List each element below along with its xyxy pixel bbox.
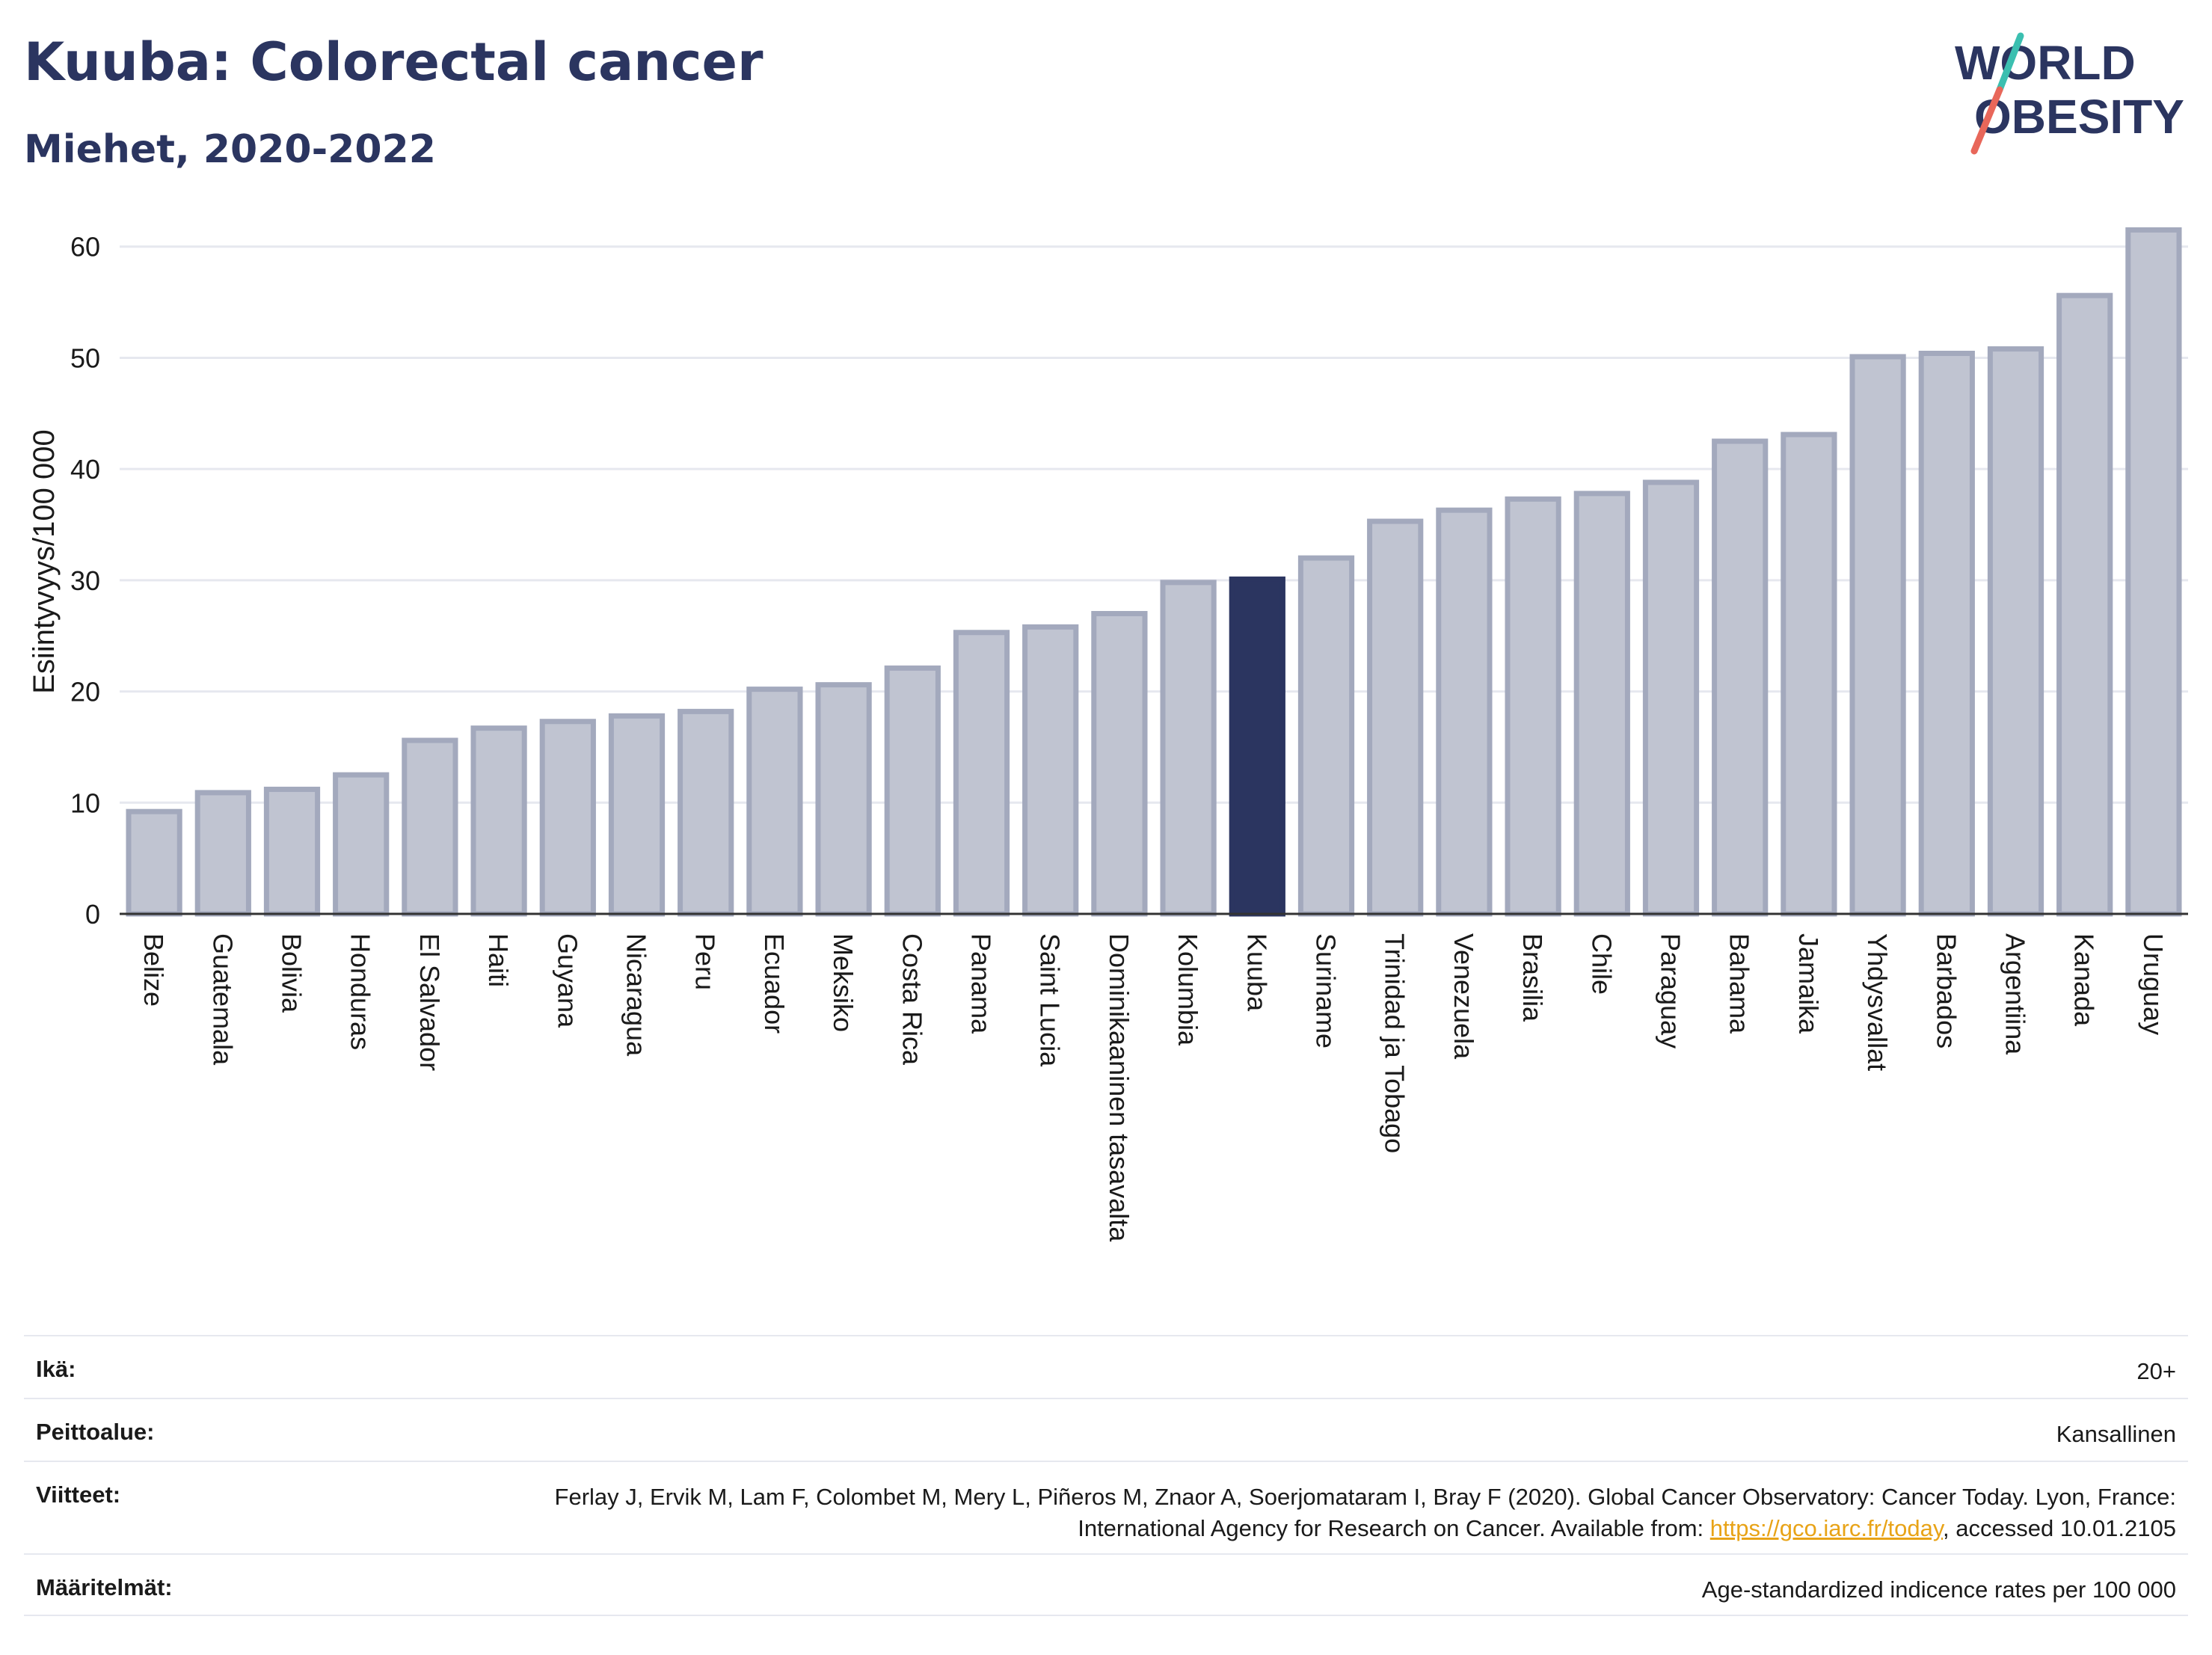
bar-kolumbia[interactable] <box>1160 580 1217 917</box>
x-tick-label: Trinidad ja Tobago <box>1380 933 1410 1153</box>
meta-label-coverage: Peittoalue: <box>36 1419 155 1445</box>
x-tick-label: Peru <box>690 933 721 990</box>
bar-el-salvador[interactable] <box>402 737 458 917</box>
y-axis-ticks: 0 10 20 30 40 50 60 <box>70 232 100 930</box>
x-tick-label: Uruguay <box>2138 933 2169 1035</box>
logo-slash-teal <box>1996 32 2024 93</box>
meta-row-coverage: Peittoalue: Kansallinen <box>24 1398 2188 1461</box>
x-tick-label: Jamaika <box>1793 933 1824 1034</box>
y-tick-label: 40 <box>70 454 100 485</box>
bar-argentiina[interactable] <box>1987 346 2044 917</box>
x-tick-label: Haiti <box>483 933 514 987</box>
bar-honduras[interactable] <box>333 772 390 917</box>
x-tick-label: Honduras <box>345 933 376 1050</box>
bar-jamaika[interactable] <box>1781 432 1837 917</box>
x-tick-label: Kolumbia <box>1173 933 1203 1046</box>
bar-guatemala[interactable] <box>194 790 251 917</box>
meta-row-references: Viitteet: Ferlay J, Ervik M, Lam F, Colo… <box>24 1461 2188 1553</box>
bar-uruguay[interactable] <box>2125 227 2182 917</box>
x-tick-label: Ecuador <box>759 933 790 1034</box>
logo-slash-red <box>1970 86 2003 155</box>
bar-suriname[interactable] <box>1297 555 1355 917</box>
bar-kuuba[interactable] <box>1229 576 1285 917</box>
x-tick-label: Bolivia <box>277 933 307 1013</box>
x-tick-label: Kanada <box>2069 933 2100 1027</box>
x-tick-label: Kuuba <box>1241 933 1272 1012</box>
x-tick-label: Belize <box>138 933 169 1007</box>
meta-label-age: Ikä: <box>36 1356 76 1382</box>
bar-belize[interactable] <box>126 808 182 917</box>
reference-link[interactable]: https://gco.iarc.fr/today <box>1709 1515 1944 1541</box>
bar-paraguay[interactable] <box>1642 479 1700 917</box>
bar-chile[interactable] <box>1573 491 1630 917</box>
bar-haiti[interactable] <box>470 725 527 917</box>
bar-panama[interactable] <box>953 630 1010 917</box>
bar-nicaragua[interactable] <box>608 713 666 917</box>
x-tick-label: Barbados <box>1931 933 1961 1048</box>
logo-line2: OBESITY <box>1974 90 2184 144</box>
bar-guyana[interactable] <box>539 719 596 917</box>
y-tick-label: 10 <box>70 787 100 818</box>
meta-label-definitions: Määritelmät: <box>36 1574 173 1600</box>
x-tick-label: Panama <box>966 933 997 1034</box>
x-tick-label: Meksiko <box>828 933 858 1032</box>
y-axis-label: Esiintyvyys/100 000 <box>28 429 61 694</box>
x-tick-label: Saint Lucia <box>1035 933 1066 1067</box>
logo-line1: WORLD <box>1955 36 2136 90</box>
meta-label-references: Viitteet: <box>36 1481 121 1508</box>
reference-accessed: , accessed 10.01.2105 <box>1943 1515 2176 1541</box>
bar-costa-rica[interactable] <box>884 665 941 917</box>
meta-value-coverage: Kansallinen <box>2056 1421 2176 1447</box>
x-tick-label: El Salvador <box>414 933 445 1071</box>
x-tick-label: Costa Rica <box>897 933 927 1066</box>
x-tick-label: Yhdysvallat <box>1862 933 1893 1071</box>
bar-bolivia[interactable] <box>263 786 321 917</box>
bar-meksiko[interactable] <box>815 682 872 917</box>
bar-yhdysvallat[interactable] <box>1849 354 1906 917</box>
meta-row-definitions: Määritelmät: Age-standardized indicence … <box>24 1553 2188 1616</box>
bar-dominikaaninen-tasavalta[interactable] <box>1091 610 1148 917</box>
x-tick-label: Dominikaaninen tasavalta <box>1104 933 1134 1242</box>
y-tick-label: 20 <box>70 677 100 707</box>
chart-subtitle: Miehet, 2020-2022 <box>24 127 436 172</box>
meta-value-references: Ferlay J, Ervik M, Lam F, Colombet M, Me… <box>509 1481 2176 1544</box>
meta-row-age: Ikä: 20+ <box>24 1335 2188 1398</box>
x-tick-label: Paraguay <box>1656 933 1686 1048</box>
x-tick-label: Guatemala <box>207 933 238 1066</box>
bar-trinidad-ja-tobago[interactable] <box>1367 518 1424 917</box>
bar-venezuela[interactable] <box>1436 507 1493 917</box>
x-tick-label: Venezuela <box>1448 933 1479 1060</box>
meta-value-age: 20+ <box>2136 1358 2176 1384</box>
x-axis-ticks: Belize Guatemala Bolivia Honduras El Salvado… <box>138 933 2169 1242</box>
bar-bahama[interactable] <box>1712 438 1769 917</box>
bar-ecuador[interactable] <box>746 687 803 917</box>
bar-peru[interactable] <box>678 708 734 917</box>
y-tick-label: 0 <box>85 899 100 930</box>
y-tick-label: 60 <box>70 232 100 262</box>
x-tick-label: Argentiina <box>2000 933 2031 1055</box>
metadata-table: Ikä: 20+ Peittoalue: Kansallinen Viittee… <box>24 1335 2188 1616</box>
bar-barbados[interactable] <box>1918 351 1975 917</box>
bar-saint-lucia[interactable] <box>1022 624 1079 917</box>
bar-kanada[interactable] <box>2056 292 2113 917</box>
x-tick-label: Nicaragua <box>621 933 652 1057</box>
bar-brasilia[interactable] <box>1505 496 1561 917</box>
x-tick-label: Chile <box>1586 933 1617 995</box>
x-tick-label: Suriname <box>1311 933 1342 1048</box>
reference-text: Ferlay J, Ervik M, Lam F, Colombet M, Me… <box>554 1484 2176 1541</box>
chart-title: Kuuba: Colorectal cancer <box>24 31 764 93</box>
meta-value-definitions: Age-standardized indicence rates per 100… <box>1701 1576 2176 1603</box>
x-tick-label: Guyana <box>552 933 583 1028</box>
y-tick-label: 50 <box>70 343 100 373</box>
world-obesity-logo: WORLD OBESITY <box>1955 32 2184 155</box>
x-tick-label: Brasilia <box>1517 933 1548 1022</box>
x-tick-label: Bahama <box>1724 933 1755 1034</box>
bars <box>126 227 2182 917</box>
bar-chart: 0 10 20 30 40 50 60 Belize Guatemala Bolivia Hond… <box>28 227 2188 1242</box>
y-tick-label: 30 <box>70 565 100 596</box>
